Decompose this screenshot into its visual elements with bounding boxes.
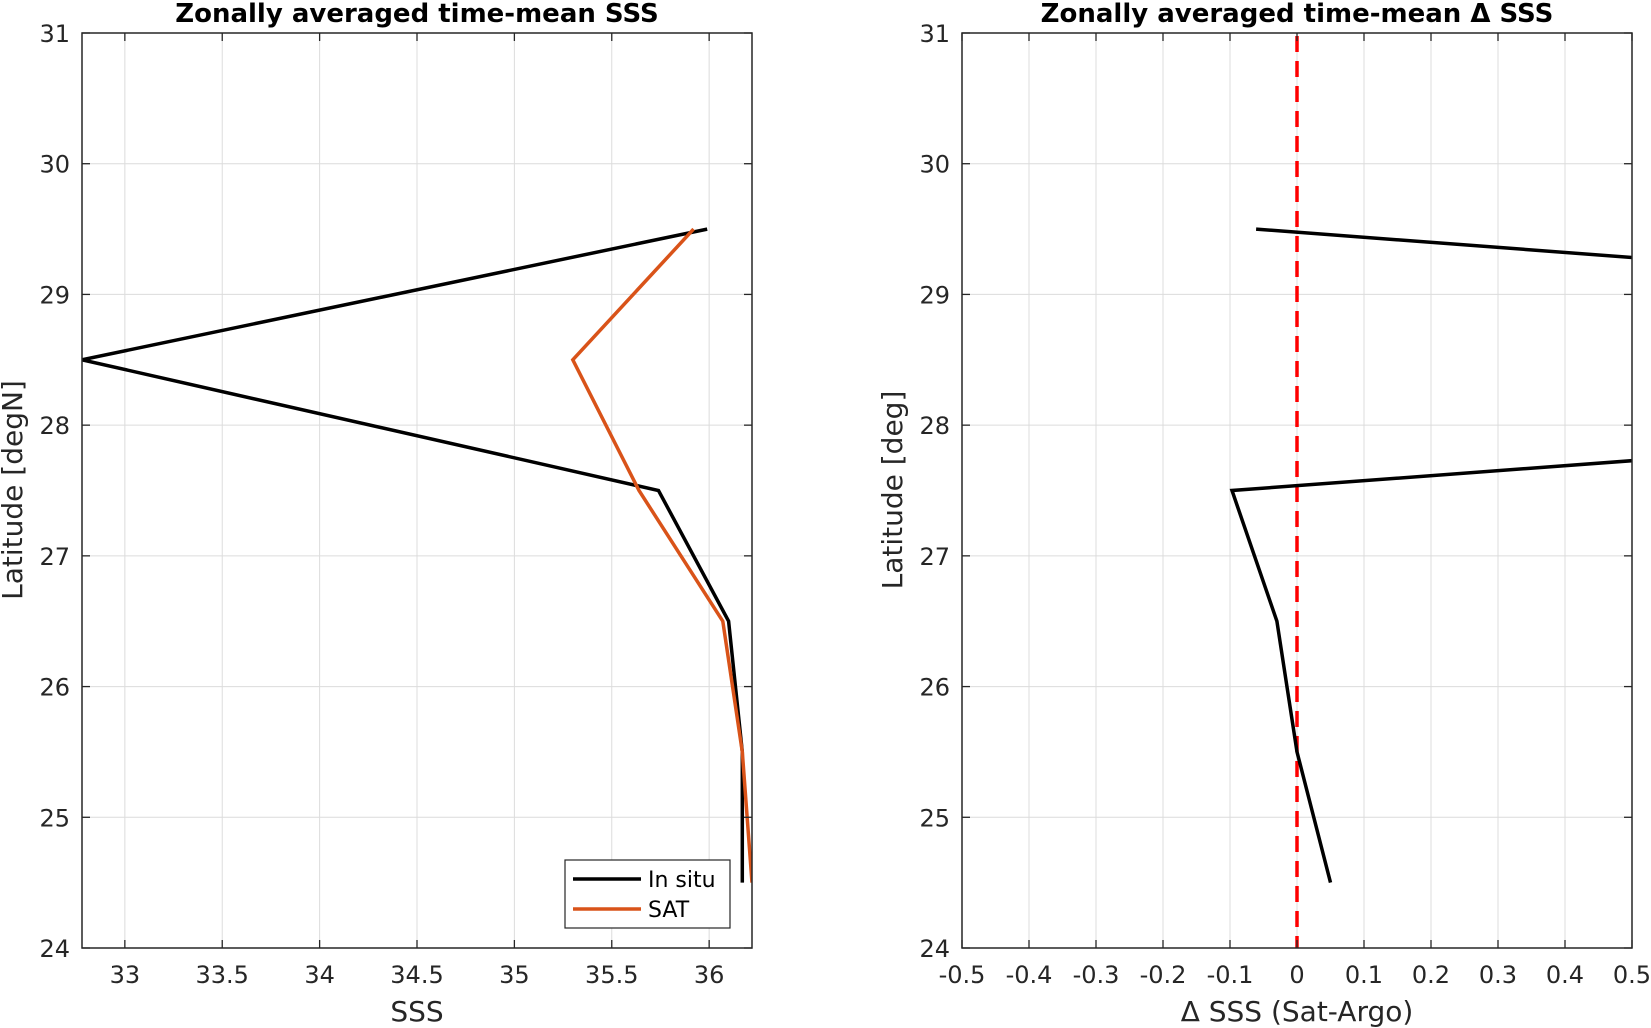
x-tick-label: -0.1 [1207, 961, 1254, 989]
x-tick-label: 0.5 [1613, 961, 1651, 989]
x-tick-label: 35 [499, 961, 530, 989]
y-tick-label: 28 [919, 412, 950, 440]
lines-right [1229, 36, 1632, 948]
y-tick-label: 29 [919, 281, 950, 309]
y-tick-label: 24 [919, 935, 950, 963]
x-axis-label-sss: SSS [390, 995, 443, 1028]
y-tick-label: 25 [39, 804, 70, 832]
chart-title-sss: Zonally averaged time-mean SSS [175, 0, 659, 29]
x-tick-label: 35.5 [585, 961, 638, 989]
chart-sss: 33 33.5 34 34.5 35 35.5 36 24 25 26 27 28 29 30 31 Zon… [0, 0, 753, 1028]
legend-label-sat: SAT [648, 898, 690, 923]
x-tick-label: 34.5 [390, 961, 443, 989]
x-tick-label: -0.5 [939, 961, 986, 989]
y-tick-label: 25 [919, 804, 950, 832]
y-tick-label: 27 [39, 543, 70, 571]
legend-box [564, 859, 731, 929]
x-tick-label: 33.5 [196, 961, 249, 989]
y-axis-label-sss: Latitude [degN] [0, 380, 29, 600]
y-tick-label: 26 [39, 674, 70, 702]
y-axis-label-delta-sss: Latitude [deg] [876, 391, 909, 590]
chart-title-delta-sss: Zonally averaged time-mean Δ SSS [1041, 0, 1554, 29]
x-tick-label: 34 [304, 961, 335, 989]
series-line-sat [570, 227, 752, 883]
y-tick-label: 29 [39, 281, 70, 309]
series-line-delta-sss [1229, 227, 1632, 884]
x-tick-label: -0.2 [1140, 961, 1187, 989]
ticks-left: 33 33.5 34 34.5 35 35.5 36 24 25 26 27 28 29 30 31 [39, 20, 752, 989]
y-tick-label: 24 [39, 935, 70, 963]
x-tick-label: -0.3 [1073, 961, 1120, 989]
chart-delta-sss: -0.5 -0.4 -0.3 -0.2 -0.1 0 0.1 0.2 0.3 0.4 0.5 24 25… [876, 0, 1651, 1028]
y-tick-label: 27 [919, 543, 950, 571]
x-tick-label: 0.3 [1479, 961, 1517, 989]
grid-left [82, 32, 752, 949]
x-tick-label: 36 [694, 961, 725, 989]
legend-label-insitu: In situ [648, 868, 716, 893]
x-tick-label: 0.2 [1412, 961, 1450, 989]
lines-left [82, 227, 752, 883]
y-tick-label: 28 [39, 412, 70, 440]
x-tick-label: -0.4 [1006, 961, 1053, 989]
legend: In situ SAT [564, 859, 731, 929]
x-tick-label: 0 [1289, 961, 1304, 989]
ticks-right: -0.5 -0.4 -0.3 -0.2 -0.1 0 0.1 0.2 0.3 0.4 0.5 24 25… [919, 20, 1651, 989]
x-axis-label-delta-sss: Δ SSS (Sat-Argo) [1181, 995, 1414, 1028]
x-tick-label: 33 [110, 961, 141, 989]
x-tick-label: 0.4 [1546, 961, 1584, 989]
y-tick-label: 26 [919, 674, 950, 702]
x-tick-label: 0.1 [1345, 961, 1383, 989]
y-tick-label: 30 [919, 151, 950, 179]
y-tick-label: 31 [39, 20, 70, 48]
y-tick-label: 31 [919, 20, 950, 48]
y-tick-label: 30 [39, 151, 70, 179]
